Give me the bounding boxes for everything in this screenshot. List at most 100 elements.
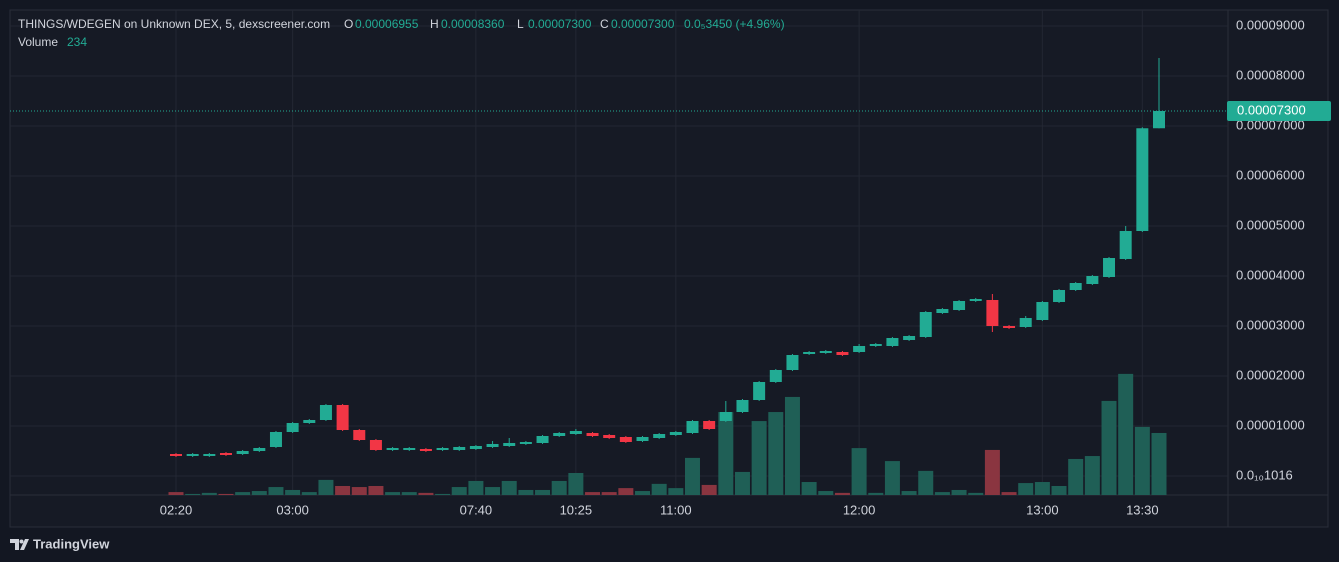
x-tick-label: 03:00 bbox=[276, 502, 309, 517]
legend-value: 0.00007300 bbox=[611, 17, 675, 31]
y-tick-label: 0.00004000 bbox=[1236, 267, 1305, 282]
candle-body bbox=[836, 352, 849, 355]
candle-body bbox=[1136, 128, 1149, 231]
volume-bar bbox=[418, 492, 434, 495]
volume-bar bbox=[451, 487, 467, 495]
volume-bar bbox=[1151, 432, 1167, 495]
x-tick-label: 07:40 bbox=[460, 502, 493, 517]
candle-body bbox=[903, 336, 916, 340]
candle-body bbox=[753, 382, 766, 400]
brand-icon-dot bbox=[19, 539, 24, 544]
candle-body bbox=[219, 453, 232, 455]
candle-body bbox=[319, 405, 332, 420]
y-tick-label: 0.00006000 bbox=[1236, 167, 1305, 182]
volume-bar bbox=[168, 492, 184, 495]
legend-value: 0.00008360 bbox=[441, 17, 505, 31]
volume-bar bbox=[335, 485, 351, 495]
volume-bar bbox=[1001, 492, 1017, 495]
volume-bar bbox=[285, 489, 301, 495]
candle-body bbox=[953, 301, 966, 310]
candle-body bbox=[386, 448, 399, 450]
candle-body bbox=[503, 443, 516, 446]
y-tick-label: 0.00002000 bbox=[1236, 367, 1305, 382]
volume-bar bbox=[351, 487, 367, 495]
candle-body bbox=[819, 351, 832, 353]
candle-body bbox=[653, 434, 666, 438]
candle-body bbox=[369, 440, 382, 450]
volume-bar bbox=[318, 479, 334, 495]
volume-bar bbox=[918, 470, 934, 495]
legend-key: H bbox=[430, 17, 439, 31]
volume-bar bbox=[951, 489, 967, 495]
candle-body bbox=[203, 454, 216, 456]
candle-body bbox=[303, 420, 316, 423]
volume-bar bbox=[501, 480, 517, 495]
volume-bar bbox=[868, 492, 884, 495]
candle-body bbox=[469, 446, 482, 449]
candle-body bbox=[553, 433, 566, 436]
volume-bar bbox=[185, 493, 201, 495]
candle-body bbox=[569, 431, 582, 434]
y-tick-label: 0.00008000 bbox=[1236, 67, 1305, 82]
volume-bar bbox=[1118, 373, 1134, 495]
volume-bar bbox=[968, 492, 984, 495]
volume-bar bbox=[618, 488, 634, 495]
candle-body bbox=[436, 448, 449, 450]
candle-body bbox=[1103, 258, 1116, 277]
legend-key: L bbox=[517, 17, 524, 31]
candle-body bbox=[1119, 231, 1132, 259]
candle-body bbox=[236, 451, 249, 454]
candle-body bbox=[886, 338, 899, 346]
y-tick-label: 0.00009000 bbox=[1236, 17, 1305, 32]
volume-bar bbox=[201, 492, 217, 495]
volume-legend-value: 234 bbox=[67, 35, 87, 49]
candle-body bbox=[786, 355, 799, 370]
candle-body bbox=[486, 444, 499, 447]
candle-layer bbox=[170, 58, 1165, 457]
volume-bar bbox=[535, 489, 551, 495]
volume-bar bbox=[368, 485, 384, 495]
legend-key: O bbox=[344, 17, 353, 31]
volume-bar bbox=[401, 492, 417, 495]
volume-bar bbox=[1134, 426, 1150, 495]
legend-value: 0.00006955 bbox=[355, 17, 419, 31]
candle-body bbox=[636, 437, 649, 441]
volume-bar bbox=[251, 491, 267, 495]
volume-bar bbox=[701, 484, 717, 495]
x-tick-label: 02:20 bbox=[160, 502, 193, 517]
volume-bar bbox=[984, 449, 1000, 495]
volume-bar bbox=[551, 480, 567, 495]
y-tick-label: 0.0₁₀1016 bbox=[1236, 467, 1293, 482]
candle-body bbox=[969, 299, 982, 301]
brand-name: TradingView bbox=[33, 536, 110, 551]
volume-bar bbox=[218, 493, 234, 495]
volume-bar bbox=[568, 473, 584, 495]
legend-value: 0.00007300 bbox=[528, 17, 592, 31]
candle-body bbox=[853, 346, 866, 352]
volume-bar bbox=[585, 492, 601, 495]
candle-body bbox=[736, 400, 749, 412]
volume-bar bbox=[1068, 458, 1084, 495]
candle-body bbox=[1153, 111, 1165, 129]
volume-bar bbox=[784, 396, 800, 495]
candle-body bbox=[919, 312, 932, 337]
volume-bar bbox=[468, 480, 484, 495]
legend-key: C bbox=[600, 17, 609, 31]
candle-body bbox=[353, 430, 366, 440]
candle-body bbox=[686, 421, 699, 433]
candle-body bbox=[803, 352, 816, 354]
volume-bar bbox=[934, 492, 950, 495]
volume-bar bbox=[301, 492, 317, 495]
volume-bar bbox=[435, 493, 451, 495]
candle-body bbox=[1003, 326, 1016, 328]
candle-body bbox=[403, 448, 416, 450]
volume-bar bbox=[1101, 400, 1117, 495]
candle-body bbox=[669, 432, 682, 435]
volume-bar bbox=[734, 471, 750, 495]
x-tick-label: 12:00 bbox=[843, 502, 876, 517]
volume-bar bbox=[1051, 485, 1067, 495]
candle-body bbox=[703, 421, 716, 429]
volume-bar bbox=[601, 492, 617, 495]
candle-body bbox=[269, 432, 282, 447]
volume-bar bbox=[651, 483, 667, 495]
